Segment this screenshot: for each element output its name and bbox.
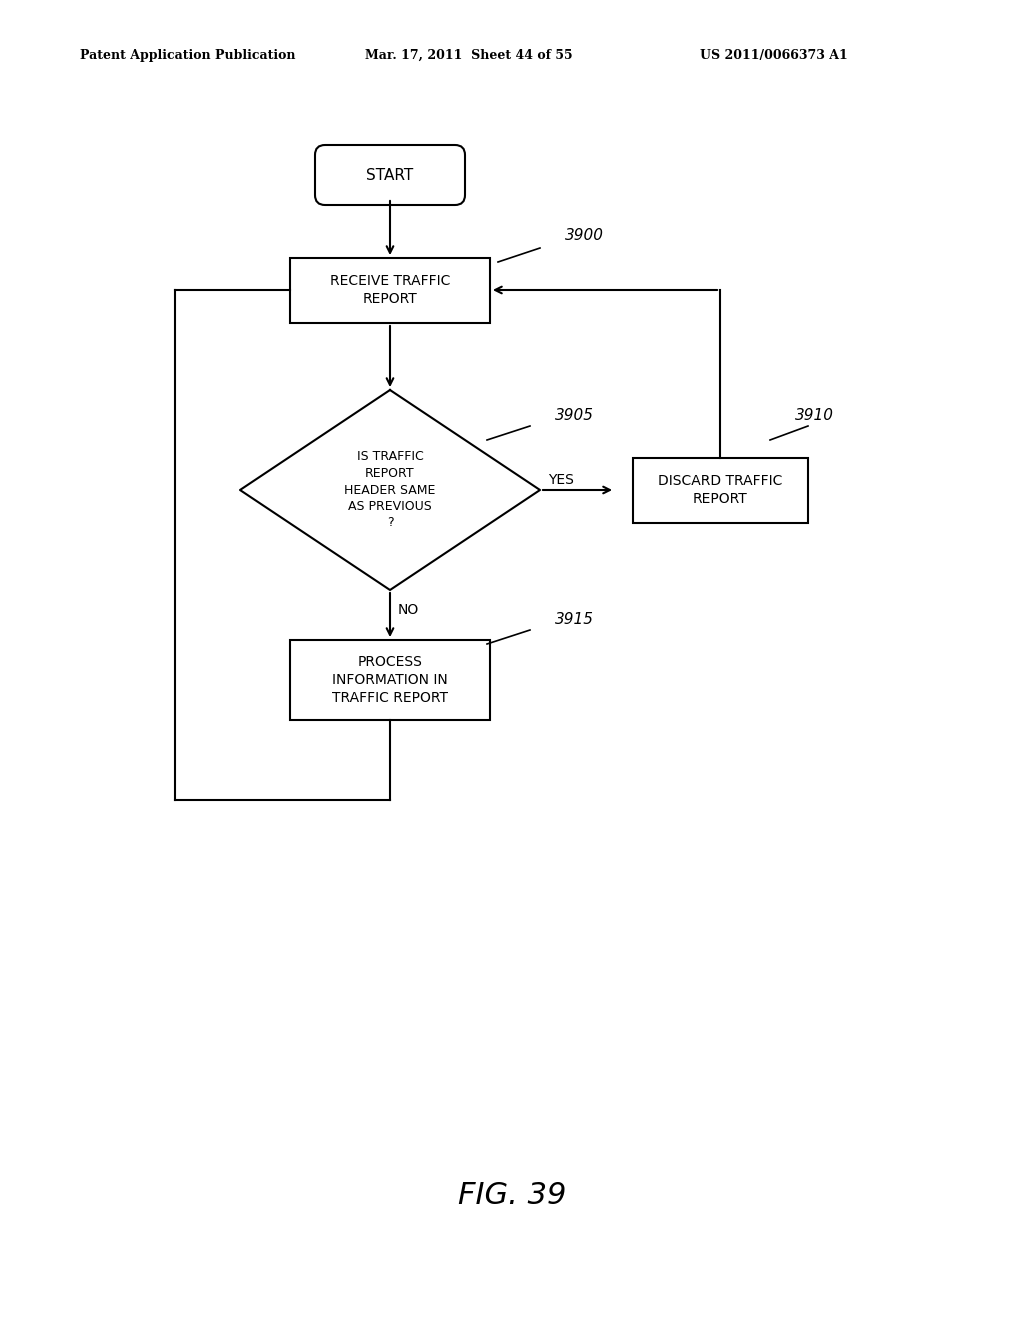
Text: Mar. 17, 2011  Sheet 44 of 55: Mar. 17, 2011 Sheet 44 of 55 bbox=[365, 49, 572, 62]
Text: START: START bbox=[367, 168, 414, 182]
FancyBboxPatch shape bbox=[633, 458, 808, 523]
Text: PROCESS
INFORMATION IN
TRAFFIC REPORT: PROCESS INFORMATION IN TRAFFIC REPORT bbox=[332, 655, 449, 705]
Text: FIG. 39: FIG. 39 bbox=[458, 1180, 566, 1209]
Text: US 2011/0066373 A1: US 2011/0066373 A1 bbox=[700, 49, 848, 62]
FancyBboxPatch shape bbox=[290, 257, 490, 322]
FancyBboxPatch shape bbox=[290, 640, 490, 719]
Text: 3910: 3910 bbox=[795, 408, 834, 422]
Text: NO: NO bbox=[398, 603, 419, 616]
Text: RECEIVE TRAFFIC
REPORT: RECEIVE TRAFFIC REPORT bbox=[330, 273, 451, 306]
Text: 3915: 3915 bbox=[555, 612, 594, 627]
FancyBboxPatch shape bbox=[315, 145, 465, 205]
Text: Patent Application Publication: Patent Application Publication bbox=[80, 49, 296, 62]
Text: YES: YES bbox=[548, 473, 573, 487]
Text: DISCARD TRAFFIC
REPORT: DISCARD TRAFFIC REPORT bbox=[657, 474, 782, 506]
Text: 3900: 3900 bbox=[565, 227, 604, 243]
Text: 3905: 3905 bbox=[555, 408, 594, 422]
Text: IS TRAFFIC
REPORT
HEADER SAME
AS PREVIOUS
?: IS TRAFFIC REPORT HEADER SAME AS PREVIOU… bbox=[344, 450, 435, 529]
